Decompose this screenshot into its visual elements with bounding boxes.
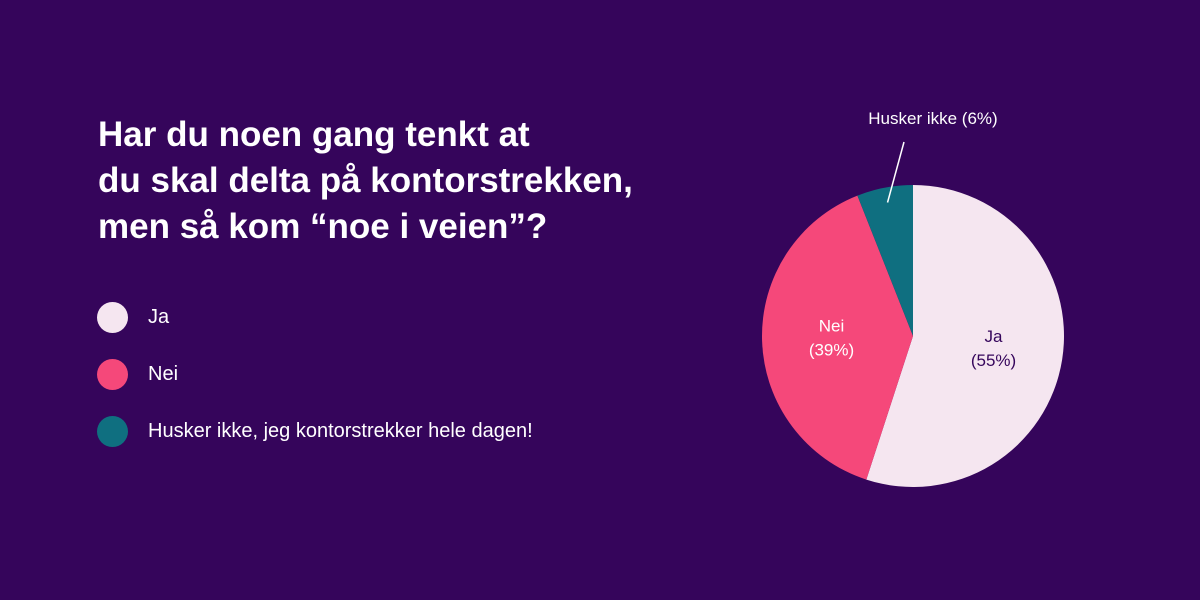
slice-label: Husker ikke (6%) — [868, 109, 997, 128]
chart-title: Har du noen gang tenkt at du skal delta … — [98, 112, 658, 250]
slice-label: Nei — [819, 317, 845, 336]
legend-swatch — [97, 358, 128, 390]
title-line: Har du noen gang tenkt at — [98, 115, 530, 154]
legend-label: Ja — [148, 305, 170, 328]
legend-label: Husker ikke, jeg kontorstrekker hele dag… — [148, 419, 533, 442]
legend-item-ja: Ja — [97, 300, 533, 334]
slice-label: (55%) — [971, 351, 1016, 370]
pie-slice — [857, 185, 913, 336]
title-line: men så kom “noe i veien”? — [98, 207, 548, 246]
legend-swatch — [97, 415, 128, 447]
legend: Ja Nei Husker ikke, jeg kontorstrekker h… — [97, 300, 533, 471]
slice-label: (39%) — [809, 341, 854, 360]
legend-label: Nei — [148, 362, 179, 385]
callout-line — [886, 141, 905, 203]
legend-swatch — [97, 301, 128, 333]
pie-slice — [761, 195, 913, 480]
title-line: du skal delta på kontorstrekken, — [98, 161, 633, 200]
legend-item-nei: Nei — [97, 357, 533, 391]
slice-label: Ja — [985, 327, 1004, 346]
pie-slice — [866, 185, 1065, 487]
legend-item-husker-ikke: Husker ikke, jeg kontorstrekker hele dag… — [97, 414, 533, 448]
